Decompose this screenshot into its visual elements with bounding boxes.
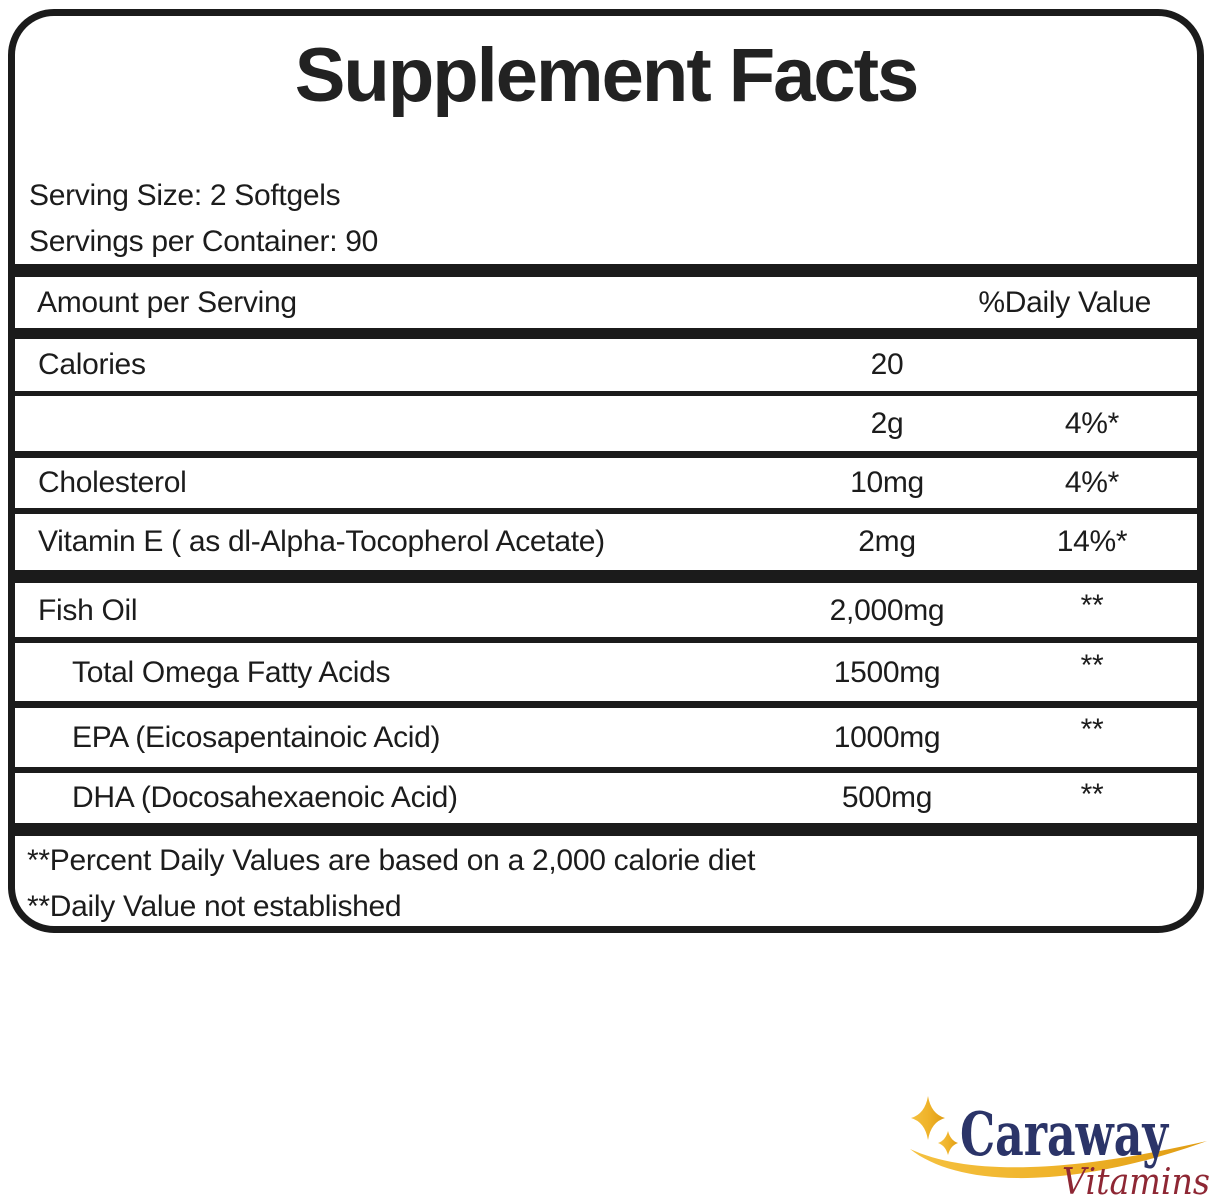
row-amount: 500mg bbox=[841, 781, 933, 814]
row-label: Vitamin E ( as dl-Alpha-Tocopherol Aceta… bbox=[38, 525, 605, 558]
row-amount: 2g bbox=[870, 406, 904, 440]
brand-tagline: Vitamins bbox=[1062, 1162, 1210, 1199]
swoosh-icon bbox=[910, 1141, 1207, 1179]
thick-divider bbox=[15, 570, 1197, 583]
row-amount: 1500mg bbox=[833, 655, 941, 689]
amount-per-serving-header: Amount per Serving bbox=[37, 286, 297, 319]
row-daily-value: ** bbox=[1080, 589, 1104, 622]
row-daily-value: 4%* bbox=[1064, 406, 1120, 440]
row-label: Fish Oil bbox=[38, 593, 138, 627]
thin-divider bbox=[15, 701, 1197, 708]
row-daily-value: 4%* bbox=[1064, 466, 1120, 499]
table-row: Total Omega Fatty Acids 1500mg ** bbox=[15, 644, 1197, 701]
table-row: Calories 20 bbox=[15, 339, 1197, 391]
row-label: Total Omega Fatty Acids bbox=[72, 655, 391, 689]
thick-divider bbox=[15, 264, 1197, 277]
serving-size: Serving Size: 2 Softgels bbox=[29, 179, 341, 212]
row-daily-value: 14%* bbox=[1056, 525, 1128, 558]
thin-divider bbox=[15, 451, 1197, 458]
row-amount: 20 bbox=[870, 348, 904, 381]
footnote-dv-not-established: **Daily Value not established bbox=[27, 890, 402, 923]
table-row: EPA (Eicosapentainoic Acid) 1000mg ** bbox=[15, 708, 1197, 767]
row-label: Cholesterol bbox=[38, 466, 187, 499]
row-daily-value: ** bbox=[1080, 649, 1104, 682]
footnotes: **Percent Daily Values are based on a 2,… bbox=[27, 838, 1187, 930]
medium-divider bbox=[15, 328, 1197, 339]
caraway-vitamins-logo: Caraway Vitamins bbox=[910, 1096, 1210, 1199]
table-row: Vitamin E ( as dl-Alpha-Tocopherol Aceta… bbox=[15, 514, 1197, 570]
table-row: 2g 4%* bbox=[15, 396, 1197, 451]
row-label: Calories bbox=[38, 348, 146, 381]
panel-title: Supplement Facts bbox=[294, 33, 920, 118]
brand-name: Caraway bbox=[960, 1100, 1170, 1170]
row-amount: 1000mg bbox=[833, 720, 941, 754]
thin-divider bbox=[15, 637, 1197, 643]
row-amount: 2mg bbox=[858, 525, 916, 558]
row-amount: 10mg bbox=[850, 466, 924, 499]
row-daily-value: ** bbox=[1080, 778, 1104, 811]
table-row: Fish Oil 2,000mg ** bbox=[15, 584, 1197, 637]
row-daily-value: ** bbox=[1080, 713, 1104, 746]
table-header-row: Amount per Serving %Daily Value bbox=[15, 278, 1197, 328]
daily-value-header: %Daily Value bbox=[978, 286, 1151, 319]
thin-divider bbox=[15, 767, 1197, 773]
row-label: EPA (Eicosapentainoic Acid) bbox=[72, 720, 441, 754]
servings-per-container: Servings per Container: 90 bbox=[29, 225, 379, 258]
row-label: DHA (Docosahexaenoic Acid) bbox=[72, 781, 458, 814]
thin-divider bbox=[15, 391, 1197, 396]
sparkle-star-icon bbox=[911, 1096, 945, 1140]
table-row: Cholesterol 10mg 4%* bbox=[15, 458, 1197, 508]
supplement-facts-panel: Supplement Facts Serving Size: 2 Softgel… bbox=[8, 9, 1204, 933]
sparkle-star-small-icon bbox=[938, 1131, 958, 1155]
thin-divider bbox=[15, 508, 1197, 514]
row-amount: 2,000mg bbox=[829, 593, 945, 627]
thick-divider bbox=[15, 823, 1197, 836]
table-row: DHA (Docosahexaenoic Acid) 500mg ** bbox=[15, 773, 1197, 823]
footnote-calorie-diet: **Percent Daily Values are based on a 2,… bbox=[27, 844, 756, 877]
